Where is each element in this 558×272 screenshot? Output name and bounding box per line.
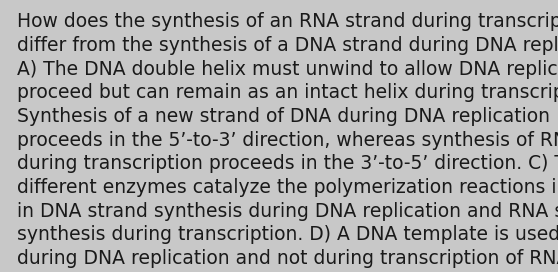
Text: different enzymes catalyze the polymerization reactions involved: different enzymes catalyze the polymeriz… [17, 178, 558, 197]
Text: during DNA replication and not during transcription of RNA.: during DNA replication and not during tr… [17, 249, 558, 268]
Text: during transcription proceeds in the 3’-to-5’ direction. C) Two: during transcription proceeds in the 3’-… [17, 154, 558, 173]
Text: synthesis during transcription. D) A DNA template is used only: synthesis during transcription. D) A DNA… [17, 225, 558, 244]
Text: A) The DNA double helix must unwind to allow DNA replication to: A) The DNA double helix must unwind to a… [17, 60, 558, 79]
Text: differ from the synthesis of a DNA strand during DNA replication?: differ from the synthesis of a DNA stran… [17, 36, 558, 55]
Text: How does the synthesis of an RNA strand during transcription: How does the synthesis of an RNA strand … [17, 12, 558, 31]
Text: proceed but can remain as an intact helix during transcription. B): proceed but can remain as an intact heli… [17, 83, 558, 102]
Text: in DNA strand synthesis during DNA replication and RNA strand: in DNA strand synthesis during DNA repli… [17, 202, 558, 221]
Text: Synthesis of a new strand of DNA during DNA replication: Synthesis of a new strand of DNA during … [17, 107, 550, 126]
Text: proceeds in the 5’-to-3’ direction, whereas synthesis of RNA: proceeds in the 5’-to-3’ direction, wher… [17, 131, 558, 150]
